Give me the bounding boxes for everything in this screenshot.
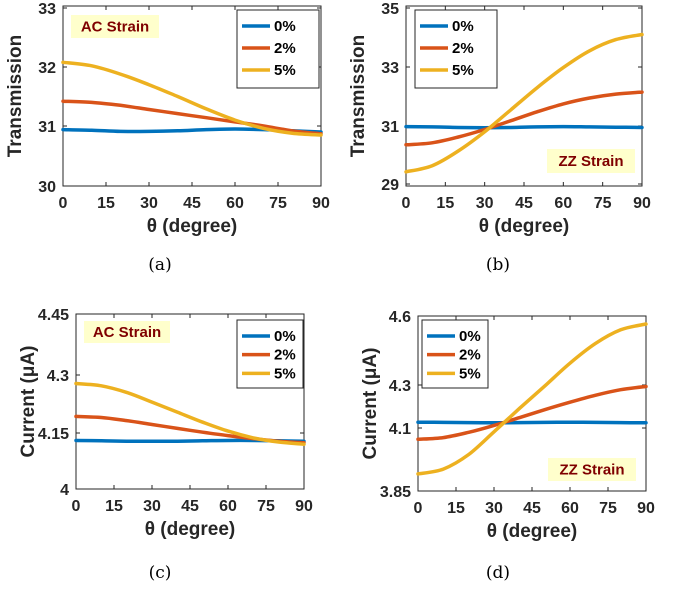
y-tick-label: 33: [38, 1, 56, 18]
legend-label: 5%: [274, 365, 296, 382]
subfigure-caption: (b): [486, 255, 510, 275]
annotation-box: [548, 458, 636, 481]
y-tick-label: 31: [381, 119, 399, 136]
x-tick-label: 45: [181, 498, 199, 515]
y-tick-label: 35: [381, 1, 399, 18]
annotation-label: ZZ Strain: [558, 153, 623, 170]
x-tick-label: 30: [143, 498, 161, 515]
y-tick-label: 4.6: [389, 309, 411, 326]
x-tick-label: 30: [140, 195, 158, 212]
series-line-0pct: [404, 124, 644, 130]
y-tick-label: 29: [381, 177, 399, 194]
x-tick-label: 30: [476, 195, 494, 212]
x-tick-label: 75: [594, 195, 612, 212]
y-axis-label: Transmission: [5, 35, 26, 158]
y-tick-label: 4.3: [389, 378, 411, 395]
x-tick-label: 90: [312, 195, 330, 212]
subfigure-caption: (d): [486, 563, 510, 583]
x-tick-label: 0: [414, 500, 423, 517]
x-tick-label: 75: [269, 195, 287, 212]
y-tick-label: 33: [381, 60, 399, 77]
x-axis-label: θ (degree): [487, 521, 578, 542]
x-tick-label: 75: [599, 500, 617, 517]
y-tick-label: 32: [38, 60, 56, 77]
series-line-0pct: [416, 420, 648, 425]
y-tick-label: 31: [38, 119, 56, 136]
x-tick-label: 45: [515, 195, 533, 212]
legend-label: 5%: [459, 365, 481, 382]
annotation-box: [547, 149, 635, 173]
annotation-box: [84, 321, 170, 343]
subfigure-caption: (c): [149, 563, 172, 583]
legend-label: 5%: [274, 62, 296, 79]
x-axis-label: θ (degree): [479, 216, 570, 237]
chart-panel-4: 0 15 30 45 60 75 90 3.85 4.1 4.3 4.6 θ (degree) Curr…: [360, 309, 655, 583]
x-tick-label: 30: [485, 500, 503, 517]
y-axis-label: Current (μA): [360, 348, 381, 460]
x-tick-label: 60: [226, 195, 244, 212]
x-tick-label: 0: [402, 195, 411, 212]
series-line-2pct: [404, 90, 644, 147]
x-tick-label: 15: [105, 498, 123, 515]
x-tick-label: 15: [447, 500, 465, 517]
x-tick-label: 0: [59, 195, 68, 212]
legend-label: 2%: [274, 40, 296, 57]
series-line-5pct: [61, 60, 323, 137]
series-line-5pct: [404, 32, 644, 174]
x-tick-label: 90: [637, 500, 655, 517]
chart-panel-1: 0 15 30 45 60 75 90 30 31 32 33 θ (degree) Transmiss…: [5, 1, 330, 275]
series-line-5pct: [416, 322, 648, 476]
legend-label: 2%: [274, 347, 296, 364]
annotation-label: AC Strain: [93, 324, 161, 341]
subfigure-caption: (a): [148, 255, 171, 275]
y-tick-label: 4.1: [389, 421, 411, 438]
series-line-2pct: [61, 99, 323, 136]
annotation-label: ZZ Strain: [559, 462, 624, 479]
x-tick-label: 60: [219, 498, 237, 515]
x-tick-label: 90: [295, 498, 313, 515]
legend-label: 5%: [452, 62, 474, 79]
x-tick-label: 45: [523, 500, 541, 517]
y-tick-label: 30: [38, 179, 56, 196]
series-line-5pct: [74, 381, 306, 446]
x-tick-label: 90: [633, 195, 651, 212]
x-tick-label: 60: [554, 195, 572, 212]
legend-label: 0%: [274, 328, 296, 345]
legend-label: 0%: [459, 328, 481, 345]
x-tick-label: 45: [183, 195, 201, 212]
x-axis-label: θ (degree): [147, 216, 238, 237]
x-tick-label: 60: [561, 500, 579, 517]
x-axis-label: θ (degree): [145, 519, 236, 540]
y-axis-label: Transmission: [348, 35, 369, 158]
y-tick-label: 4.45: [38, 307, 69, 324]
x-tick-label: 0: [72, 498, 81, 515]
chart-panel-2: 0 15 30 45 60 75 90 29 31 33 35 θ (degree) Transmiss…: [348, 1, 651, 275]
y-tick-label: 4.15: [38, 426, 69, 443]
annotation-box: [71, 15, 159, 38]
x-tick-label: 15: [97, 195, 115, 212]
x-tick-label: 75: [257, 498, 275, 515]
annotation-label: AC Strain: [81, 19, 149, 36]
y-axis-label: Current (μA): [18, 346, 39, 458]
legend-label: 2%: [452, 40, 474, 57]
y-tick-label: 3.85: [380, 484, 411, 501]
y-tick-label: 4.3: [47, 368, 69, 385]
chart-panel-3: 0 15 30 45 60 75 90 4 4.15 4.3 4.45 θ (degree) Curre…: [18, 307, 313, 583]
legend-label: 0%: [452, 18, 474, 35]
legend-label: 0%: [274, 18, 296, 35]
x-tick-label: 15: [436, 195, 454, 212]
series-line-2pct: [416, 384, 648, 442]
legend-label: 2%: [459, 347, 481, 364]
y-tick-label: 4: [60, 482, 69, 499]
